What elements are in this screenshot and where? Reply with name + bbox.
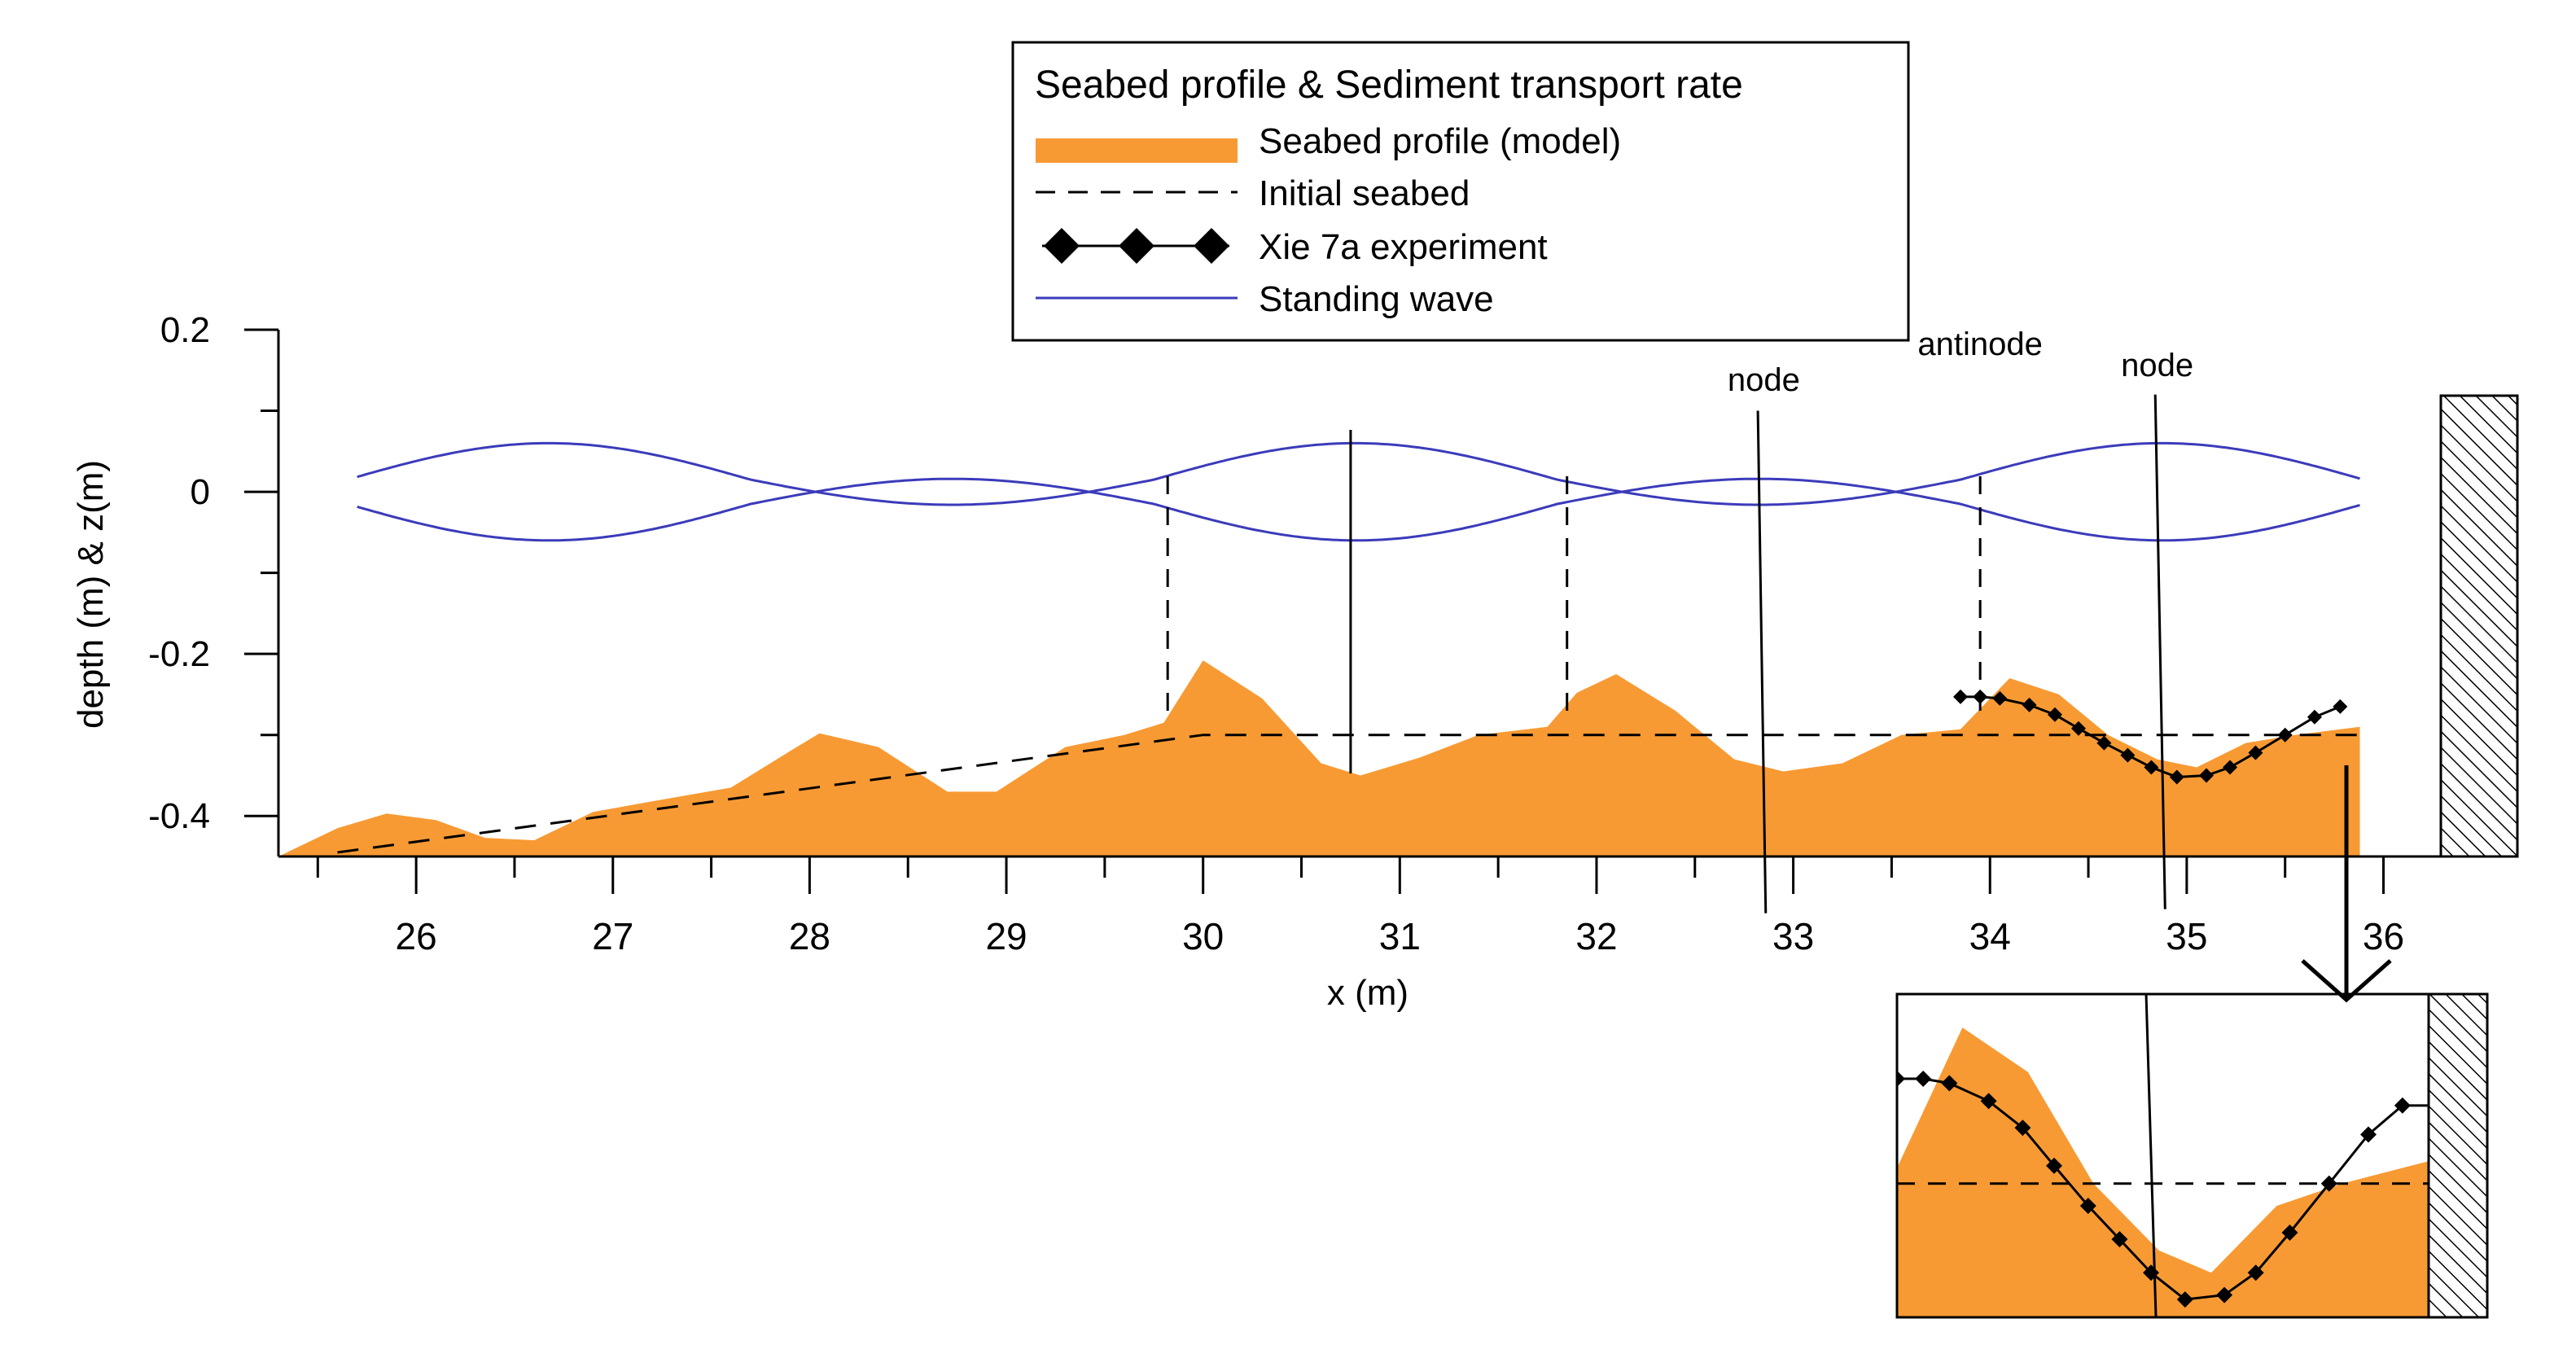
x-tick-label: 32 bbox=[1575, 915, 1617, 957]
inset bbox=[1895, 992, 2489, 1319]
legend-swatch-experiment bbox=[1042, 228, 1229, 264]
x-tick-label: 35 bbox=[2166, 915, 2207, 957]
inset-experiment-points bbox=[1897, 1071, 2411, 1308]
experiment-point bbox=[2277, 727, 2293, 743]
x-tick-label: 31 bbox=[1379, 915, 1421, 957]
legend: Seabed profile & Sediment transport rate… bbox=[1011, 41, 1910, 342]
experiment-point bbox=[2070, 721, 2086, 736]
inset-node-line bbox=[2144, 994, 2158, 1317]
plot-area bbox=[278, 430, 2360, 856]
inset-experiment-point bbox=[2046, 1157, 2063, 1174]
annotation-node-2: node bbox=[2121, 348, 2193, 383]
standing-wave-upper bbox=[357, 441, 2360, 506]
annotations: node antinode node bbox=[1728, 326, 2193, 398]
legend-label-seabed: Seabed profile (model) bbox=[1259, 121, 1621, 161]
node-line-1 bbox=[1756, 410, 1768, 913]
inset-experiment-point bbox=[1897, 1071, 1905, 1088]
inset-experiment-point bbox=[2394, 1097, 2411, 1114]
annotation-antinode: antinode bbox=[1917, 326, 2042, 362]
y-tick-label: 0.2 bbox=[160, 310, 210, 350]
x-tick-label: 33 bbox=[1772, 915, 1814, 957]
experiment-points bbox=[1952, 689, 2348, 785]
legend-swatch-seabed bbox=[1036, 138, 1238, 163]
experiment-point bbox=[1992, 690, 2008, 706]
experiment-point bbox=[2307, 709, 2322, 725]
node-lines bbox=[1756, 394, 2166, 913]
x-ticks: 26 27 28 29 30 31 32 33 34 35 36 bbox=[316, 856, 2404, 957]
inset-experiment-point bbox=[2014, 1119, 2031, 1137]
x-tick-label: 34 bbox=[1969, 915, 2011, 957]
inset-experiment-point bbox=[2176, 1291, 2193, 1308]
experiment-line bbox=[1960, 695, 2341, 779]
x-tick-label: 26 bbox=[396, 915, 437, 957]
y-axis-label: depth (m) & z(m) bbox=[71, 460, 111, 729]
legend-title: Seabed profile & Sediment transport rate bbox=[1035, 64, 1743, 107]
x-tick-label: 29 bbox=[985, 915, 1027, 957]
experiment-point bbox=[2169, 769, 2184, 785]
inset-experiment-point bbox=[2320, 1175, 2337, 1192]
experiment-point bbox=[1952, 689, 1968, 704]
inset-wall bbox=[2427, 992, 2489, 1319]
x-tick-label: 36 bbox=[2363, 915, 2404, 957]
vertical-markers bbox=[1166, 430, 1982, 773]
inset-experiment-point bbox=[2216, 1286, 2233, 1303]
legend-label-experiment: Xie 7a experiment bbox=[1259, 227, 1548, 267]
inset-experiment-point bbox=[1980, 1093, 1997, 1110]
y-tick-label: -0.2 bbox=[148, 634, 210, 674]
legend-label-wave: Standing wave bbox=[1259, 279, 1494, 319]
inset-experiment-point bbox=[2143, 1264, 2160, 1281]
inset-seabed-area bbox=[1897, 1027, 2429, 1317]
seabed-profile-area bbox=[278, 660, 2360, 856]
experiment-point bbox=[2144, 760, 2159, 775]
annotation-node-1: node bbox=[1728, 362, 1800, 398]
experiment-point bbox=[2047, 707, 2062, 722]
legend-label-initial: Initial seabed bbox=[1259, 173, 1470, 213]
y-tick-label: -0.4 bbox=[148, 796, 210, 836]
inset-experiment-point bbox=[2079, 1198, 2096, 1215]
y-ticks: 0.2 0 -0.2 -0.4 bbox=[148, 310, 278, 836]
inset-experiment-point bbox=[2111, 1231, 2128, 1248]
inset-experiment-point bbox=[2360, 1126, 2377, 1143]
experiment-point bbox=[2096, 735, 2112, 751]
x-tick-label: 28 bbox=[789, 915, 830, 957]
wall bbox=[2439, 394, 2519, 858]
standing-wave-lower bbox=[357, 477, 2360, 542]
experiment-point bbox=[2333, 699, 2348, 714]
x-tick-label: 30 bbox=[1182, 915, 1224, 957]
initial-seabed-line bbox=[337, 734, 2360, 854]
inset-arrow bbox=[2301, 765, 2392, 1003]
inset-experiment-point bbox=[2247, 1264, 2264, 1281]
inset-experiment-point bbox=[1915, 1071, 1932, 1088]
experiment-point bbox=[2199, 768, 2215, 783]
axes: 0.2 0 -0.2 -0.4 26 27 28 29 30 31 32 33 34 35 36 bbox=[148, 310, 2442, 957]
x-tick-label: 27 bbox=[592, 915, 633, 957]
node-line-2 bbox=[2153, 394, 2166, 909]
y-tick-label: 0 bbox=[191, 472, 210, 512]
x-axis-label: x (m) bbox=[1327, 973, 1408, 1013]
experiment-point bbox=[2022, 697, 2037, 712]
experiment-point bbox=[2248, 745, 2263, 760]
experiment-point bbox=[2120, 747, 2136, 763]
legend-box bbox=[1011, 41, 1910, 342]
experiment-point bbox=[1973, 689, 1988, 704]
inset-experiment-point bbox=[2281, 1224, 2298, 1241]
inset-experiment-point bbox=[1941, 1075, 1958, 1092]
experiment-point bbox=[2223, 760, 2238, 775]
